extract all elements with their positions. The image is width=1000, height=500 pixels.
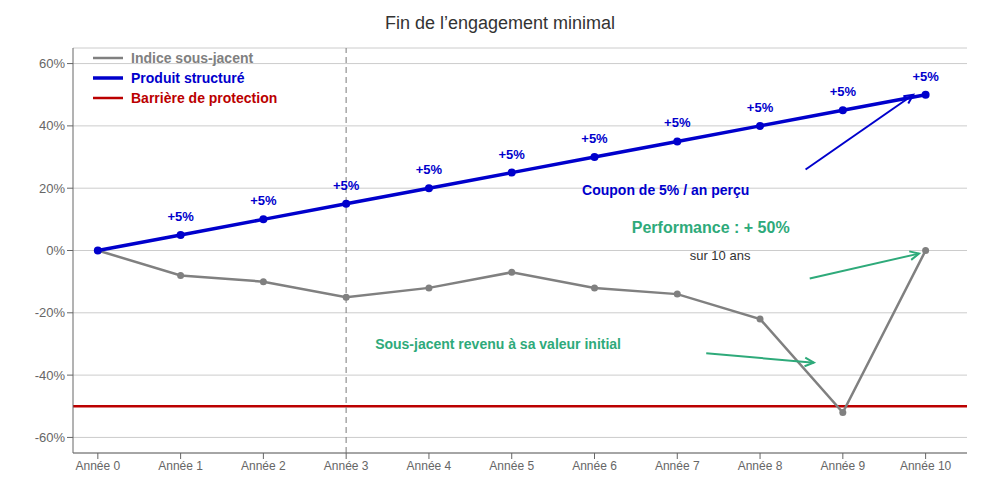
- svg-text:+5%: +5%: [747, 100, 774, 115]
- svg-text:Année 5: Année 5: [489, 459, 534, 473]
- svg-text:Année 0: Année 0: [75, 459, 120, 473]
- svg-text:+5%: +5%: [499, 147, 526, 162]
- svg-text:Performance : + 50%: Performance : + 50%: [632, 219, 790, 236]
- svg-text:Année 8: Année 8: [738, 459, 783, 473]
- svg-text:Sous-jacent revenu à sa valeur: Sous-jacent revenu à sa valeur initial: [375, 336, 621, 352]
- svg-text:40%: 40%: [39, 118, 65, 133]
- svg-text:+5%: +5%: [250, 193, 277, 208]
- svg-text:Année 3: Année 3: [324, 459, 369, 473]
- svg-text:Année 7: Année 7: [655, 459, 700, 473]
- html-text:Produit structuré: Produit structuré: [131, 70, 245, 86]
- svg-text:Année 9: Année 9: [820, 459, 865, 473]
- svg-text:Année 4: Année 4: [407, 459, 452, 473]
- svg-text:Coupon de 5% / an perçu: Coupon de 5% / an perçu: [582, 182, 749, 198]
- svg-text:+5%: +5%: [830, 84, 857, 99]
- html-text:Fin de l’engagement minimal: Fin de l’engagement minimal: [384, 13, 616, 33]
- svg-text:-40%: -40%: [35, 368, 66, 383]
- svg-text:+5%: +5%: [664, 115, 691, 130]
- svg-text:-60%: -60%: [35, 430, 66, 445]
- svg-text:Année 1: Année 1: [158, 459, 203, 473]
- svg-text:0%: 0%: [46, 243, 65, 258]
- svg-text:60%: 60%: [39, 56, 65, 71]
- svg-text:Année 2: Année 2: [241, 459, 286, 473]
- svg-text:+5%: +5%: [333, 178, 360, 193]
- svg-text:+5%: +5%: [167, 209, 194, 224]
- svg-text:-20%: -20%: [35, 305, 66, 320]
- html-text:Indice sous-jacent: Indice sous-jacent: [131, 50, 254, 66]
- svg-text:+5%: +5%: [416, 162, 443, 177]
- svg-text:+5%: +5%: [912, 69, 939, 84]
- html-text:Barrière de protection: Barrière de protection: [131, 90, 278, 106]
- svg-text:Année 6: Année 6: [572, 459, 617, 473]
- svg-text:20%: 20%: [39, 181, 65, 196]
- svg-text:sur 10 ans: sur 10 ans: [690, 248, 751, 263]
- svg-text:Année 10: Année 10: [900, 459, 952, 473]
- svg-text:+5%: +5%: [581, 131, 608, 146]
